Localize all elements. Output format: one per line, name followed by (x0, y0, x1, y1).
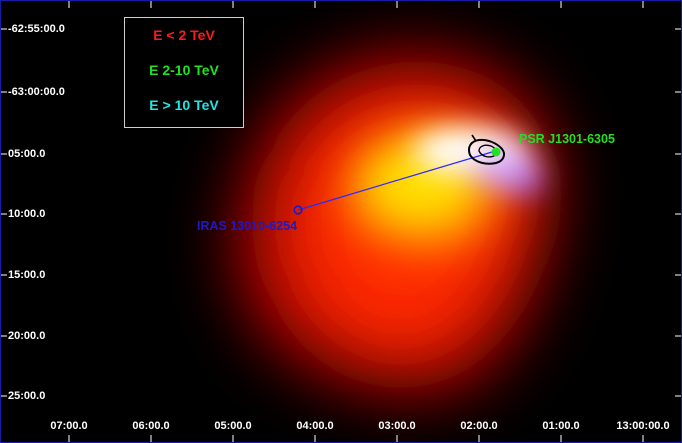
iras-marker (293, 205, 303, 215)
pulsar-label: PSR J1301-6305 (519, 132, 615, 146)
x-axis-label: 01:00.0 (542, 420, 580, 432)
pulsar-contour-spur (471, 134, 477, 142)
connector-line (297, 151, 493, 211)
legend-low-energy: E < 2 TeV (153, 27, 215, 43)
legend-mid-energy: E 2-10 TeV (149, 62, 219, 78)
iras-label: IRAS 13010-6254 (197, 219, 298, 233)
x-axis-label: 03:00.0 (378, 420, 416, 432)
y-axis-label: 20:00.0 (8, 330, 46, 342)
pulsar-marker (491, 147, 501, 157)
high-energy-emission (413, 127, 544, 196)
y-axis-label: -63:00:00.0 (8, 86, 65, 98)
x-axis-label: 05:00.0 (214, 420, 252, 432)
x-axis-label: 07:00.0 (50, 420, 88, 432)
legend-high-energy: E > 10 TeV (149, 97, 219, 113)
y-axis-label: 15:00.0 (8, 269, 46, 281)
energy-legend: E < 2 TeV E 2-10 TeV E > 10 TeV (124, 17, 244, 128)
x-axis-label: 13:00:00.0 (616, 420, 670, 432)
y-axis-label: 25:00.0 (8, 390, 46, 402)
x-axis-label: 04:00.0 (296, 420, 334, 432)
x-axis-label: 02:00.0 (460, 420, 498, 432)
y-axis-label: 05:00.0 (8, 148, 46, 160)
pulsar-contour (468, 138, 505, 165)
x-axis-label: 06:00.0 (132, 420, 170, 432)
y-axis-label: -62:55:00.0 (8, 23, 65, 35)
y-axis-label: 10:00.0 (8, 208, 46, 220)
